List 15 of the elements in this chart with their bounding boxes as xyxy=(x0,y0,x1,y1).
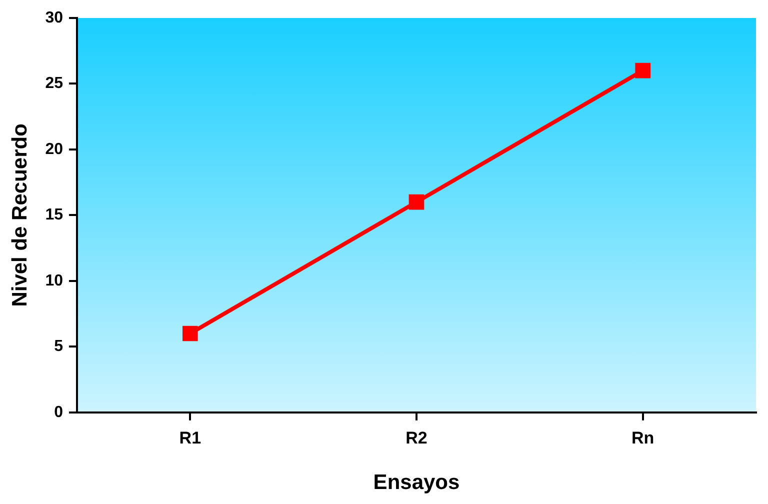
x-axis-title: Ensayos xyxy=(373,471,460,494)
point xyxy=(182,326,198,342)
y-tick-label: 5 xyxy=(54,338,64,356)
x-tick-label: R2 xyxy=(406,428,428,448)
y-tick-label: 10 xyxy=(45,272,64,290)
point xyxy=(408,194,424,210)
y-tick-label: 20 xyxy=(45,140,64,158)
y-axis-title: Nivel de Recuerdo xyxy=(8,124,32,307)
x-tick-label: Rn xyxy=(631,428,654,448)
y-tick-label: 0 xyxy=(54,404,64,421)
y-tick-label: 15 xyxy=(45,206,64,224)
x-tick-label: R1 xyxy=(179,428,202,448)
y-tick-label: 25 xyxy=(45,75,64,92)
y-tick-label: 30 xyxy=(45,9,64,26)
point xyxy=(635,62,650,78)
